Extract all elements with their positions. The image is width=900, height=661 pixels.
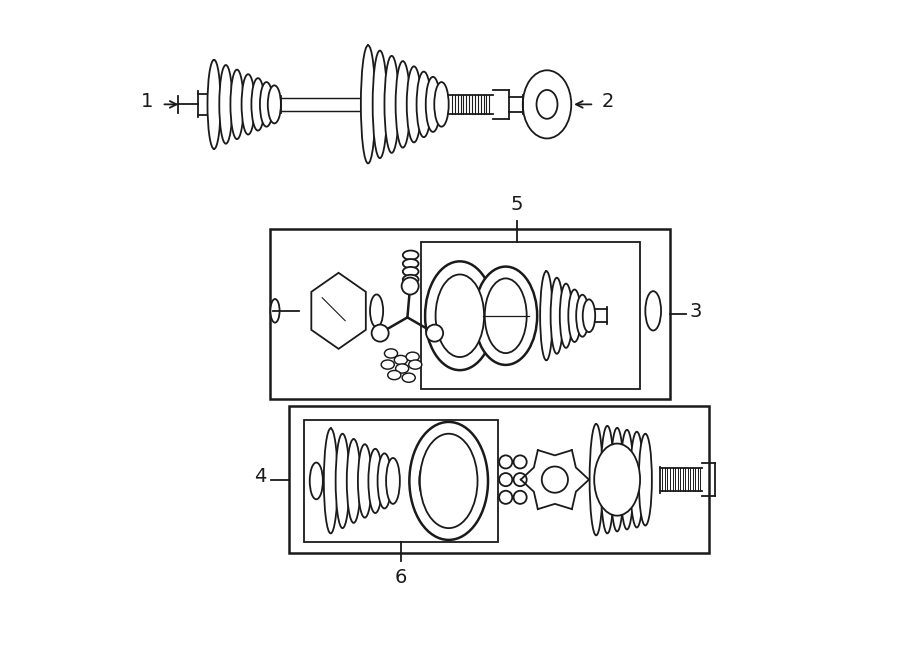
- Ellipse shape: [410, 422, 488, 540]
- Ellipse shape: [601, 426, 614, 533]
- Ellipse shape: [402, 373, 415, 382]
- Ellipse shape: [542, 467, 568, 492]
- Bar: [270, 229, 670, 399]
- Ellipse shape: [230, 69, 244, 139]
- Ellipse shape: [514, 473, 526, 486]
- Ellipse shape: [514, 490, 526, 504]
- Text: 5: 5: [511, 196, 524, 214]
- Bar: [420, 242, 640, 389]
- Ellipse shape: [540, 271, 553, 360]
- Ellipse shape: [576, 295, 589, 336]
- Ellipse shape: [409, 360, 422, 369]
- Ellipse shape: [485, 278, 526, 353]
- Ellipse shape: [610, 428, 624, 531]
- Ellipse shape: [403, 251, 418, 260]
- Ellipse shape: [336, 434, 349, 528]
- Ellipse shape: [500, 473, 512, 486]
- Ellipse shape: [370, 294, 383, 327]
- Ellipse shape: [417, 71, 431, 137]
- Ellipse shape: [358, 444, 372, 518]
- Ellipse shape: [220, 65, 232, 143]
- Ellipse shape: [401, 278, 419, 295]
- Ellipse shape: [270, 299, 280, 323]
- Ellipse shape: [396, 61, 410, 147]
- Text: 2: 2: [602, 92, 615, 110]
- Text: 1: 1: [141, 92, 154, 110]
- Ellipse shape: [386, 458, 400, 504]
- Ellipse shape: [620, 430, 634, 529]
- Ellipse shape: [474, 266, 537, 365]
- Ellipse shape: [373, 51, 387, 158]
- Ellipse shape: [551, 278, 563, 354]
- Ellipse shape: [361, 46, 375, 163]
- Ellipse shape: [536, 90, 557, 119]
- Ellipse shape: [372, 325, 389, 342]
- Ellipse shape: [500, 490, 512, 504]
- Ellipse shape: [426, 77, 440, 132]
- Ellipse shape: [368, 449, 382, 513]
- Ellipse shape: [419, 464, 432, 498]
- Ellipse shape: [310, 463, 323, 499]
- Ellipse shape: [378, 453, 392, 508]
- Ellipse shape: [394, 356, 408, 365]
- Ellipse shape: [396, 364, 409, 373]
- Ellipse shape: [346, 439, 361, 523]
- Ellipse shape: [594, 444, 640, 516]
- Ellipse shape: [403, 259, 418, 268]
- Ellipse shape: [268, 85, 281, 124]
- Ellipse shape: [419, 434, 478, 528]
- Ellipse shape: [645, 292, 662, 330]
- Polygon shape: [521, 450, 589, 509]
- Text: 4: 4: [254, 467, 266, 486]
- Polygon shape: [311, 273, 365, 349]
- Ellipse shape: [403, 275, 418, 284]
- Ellipse shape: [523, 70, 572, 138]
- Bar: [290, 406, 709, 553]
- Ellipse shape: [384, 56, 399, 153]
- Ellipse shape: [435, 82, 449, 127]
- Ellipse shape: [560, 284, 572, 348]
- Ellipse shape: [425, 261, 495, 370]
- Ellipse shape: [208, 59, 220, 149]
- Ellipse shape: [590, 424, 603, 535]
- Ellipse shape: [384, 349, 398, 358]
- Ellipse shape: [500, 455, 512, 469]
- Bar: [304, 420, 498, 541]
- Text: 6: 6: [395, 568, 408, 587]
- Ellipse shape: [403, 267, 418, 276]
- Ellipse shape: [382, 360, 394, 369]
- Ellipse shape: [324, 428, 338, 533]
- Ellipse shape: [582, 299, 595, 332]
- Ellipse shape: [639, 434, 652, 525]
- Ellipse shape: [388, 370, 400, 379]
- Ellipse shape: [514, 455, 526, 469]
- Ellipse shape: [406, 352, 419, 362]
- Ellipse shape: [241, 74, 255, 135]
- Ellipse shape: [260, 82, 273, 127]
- Ellipse shape: [568, 290, 580, 342]
- Text: 3: 3: [689, 302, 702, 321]
- Ellipse shape: [630, 432, 644, 527]
- Ellipse shape: [251, 78, 265, 131]
- Ellipse shape: [407, 66, 421, 142]
- Ellipse shape: [436, 274, 484, 357]
- Ellipse shape: [426, 325, 443, 342]
